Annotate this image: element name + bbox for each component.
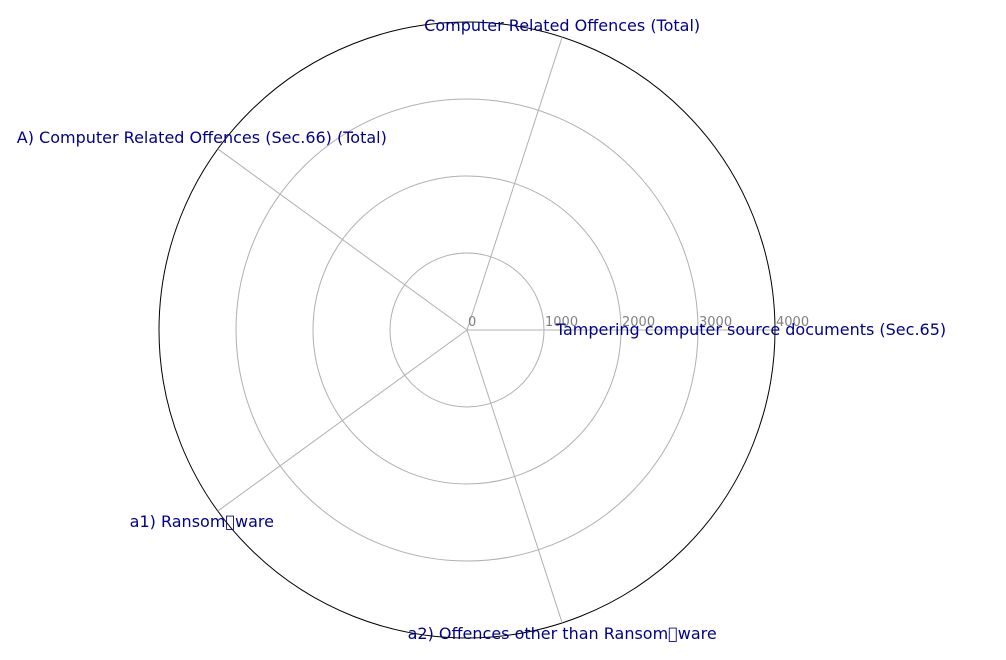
category-label-0: Tampering computer source documents (Sec… xyxy=(555,320,946,339)
category-label-2: A) Computer Related Offences (Sec.66) (T… xyxy=(17,128,387,147)
spoke-4 xyxy=(466,329,563,624)
spoke-3 xyxy=(217,329,468,512)
category-labels: Tampering computer source documents (Sec… xyxy=(17,16,946,643)
category-label-4: a2) Offences other than Ransom ware xyxy=(408,624,717,643)
radial-tick-label: 1000 xyxy=(545,315,578,330)
spoke-2 xyxy=(217,148,468,331)
category-label-1: Computer Related Offences (Total) xyxy=(424,16,700,35)
radial-tick-label: 0 xyxy=(468,315,476,330)
radial-tick-label: 2000 xyxy=(622,315,655,330)
category-label-3: a1) Ransom ware xyxy=(130,512,274,531)
spoke-1 xyxy=(466,36,563,331)
radial-tick-labels: 0 1000 2000 3000 4000 xyxy=(468,315,809,330)
spoke-layer xyxy=(217,36,775,624)
radial-tick-label: 3000 xyxy=(699,315,732,330)
radial-tick-label: 4000 xyxy=(776,315,809,330)
